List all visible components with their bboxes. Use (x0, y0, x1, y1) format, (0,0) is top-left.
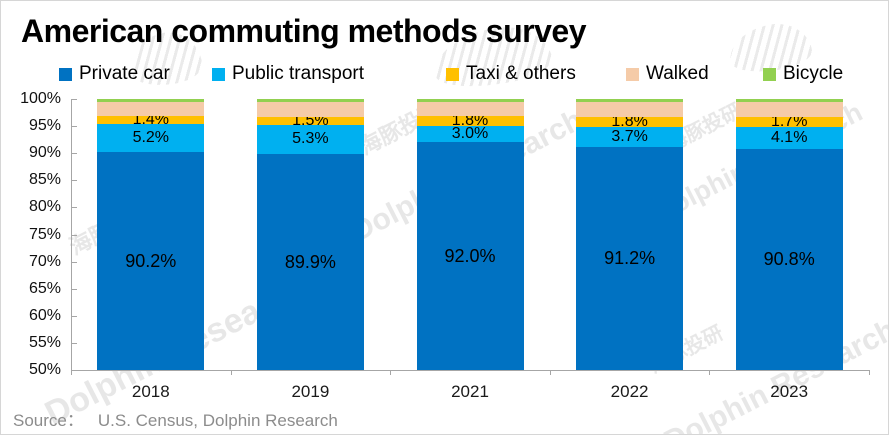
y-axis-tick (71, 234, 77, 236)
legend-swatch-icon (446, 67, 459, 81)
bar-segment-walked (256, 101, 364, 117)
bar-segment-bicycle (256, 99, 364, 102)
y-axis-tick (71, 126, 77, 128)
bar-segment-label: 92.0% (444, 246, 496, 267)
bar-segment-label: 1.8% (611, 112, 648, 130)
y-axis-label: 100% (20, 90, 61, 107)
legend-swatch-icon (212, 67, 225, 81)
legend-item-bicycle: Bicycle (763, 63, 843, 85)
bar-segment-private-car (735, 148, 843, 370)
y-axis-tick (71, 99, 77, 100)
legend-swatch-icon (59, 67, 72, 81)
x-axis-tick (549, 370, 551, 375)
y-axis-label: 90% (28, 144, 61, 162)
legend-label: Private car (79, 63, 170, 84)
y-axis-label: 80% (28, 198, 61, 216)
y-axis-label: 55% (28, 333, 61, 351)
bar-segment-label: 89.9% (284, 251, 336, 272)
y-axis-tick (71, 180, 77, 182)
x-axis-label: 2018 (131, 382, 170, 401)
chart-legend: Private car Public transport Taxi & others… (1, 63, 888, 85)
y-axis-tick (71, 342, 77, 344)
bar-segment-bicycle (735, 99, 843, 102)
y-axis-label: 65% (28, 279, 61, 297)
bar-segment-label: 3.7% (611, 127, 648, 145)
legend-label: Taxi & others (466, 63, 576, 84)
bar-segment-taxi-others (735, 117, 843, 127)
x-axis-label: 2019 (291, 382, 330, 401)
bar-segment-taxi-others (97, 116, 205, 124)
legend-item-taxi-others: Taxi & others (446, 63, 576, 85)
legend-label: Bicycle (783, 63, 844, 84)
y-axis-label: 85% (28, 171, 61, 189)
x-axis-tick (869, 370, 870, 375)
y-axis-tick (71, 288, 77, 290)
bar-segment-walked (735, 101, 843, 118)
bar-segment-label: 3.0% (451, 125, 489, 143)
bar-segment-public-transport (416, 126, 524, 143)
x-axis-label: 2022 (610, 382, 649, 401)
legend-item-walked: Walked (626, 63, 709, 85)
bar-segment-taxi-others (576, 116, 684, 127)
bar-segment-label: 1.8% (451, 112, 489, 130)
source-value: U.S. Census, Dolphin Research (97, 411, 338, 430)
legend-swatch-icon (763, 67, 776, 81)
legend-label: Public transport (232, 63, 365, 84)
x-axis-tick (71, 370, 72, 375)
bar-segment-private-car (416, 142, 524, 370)
legend-label: Walked (646, 63, 709, 84)
y-axis-label: 60% (28, 306, 61, 324)
bar-segment-private-car (97, 152, 205, 370)
y-axis-label: 50% (28, 361, 61, 378)
source-line: Source： U.S. Census, Dolphin Research (13, 406, 338, 431)
bar-segment-label: 5.2% (132, 129, 170, 147)
bar-segment-label: 1.7% (770, 113, 808, 131)
bar-segment-taxi-others (416, 116, 524, 127)
bar-segment-private-car (576, 146, 684, 370)
bar-segment-walked (576, 101, 684, 117)
bar-segment-label: 5.3% (292, 130, 329, 148)
bar-segment-walked (416, 101, 524, 117)
legend-item-private-car: Private car (59, 63, 170, 85)
x-axis-tick (709, 370, 711, 375)
bar-segment-public-transport (97, 123, 205, 153)
bar-segment-public-transport (576, 126, 684, 147)
y-axis-tick (71, 153, 77, 155)
y-axis-tick (71, 207, 77, 209)
bar-segment-walked (97, 101, 205, 117)
bar-segment-label: 4.1% (770, 128, 808, 146)
y-axis-label: 70% (28, 252, 61, 270)
x-axis-line (71, 370, 869, 371)
bar-segment-bicycle (97, 99, 205, 102)
x-axis-tick (230, 370, 232, 375)
y-axis-tick (71, 261, 77, 263)
x-axis-tick (390, 370, 392, 375)
y-axis-label: 95% (28, 117, 61, 135)
bar-segment-public-transport (735, 126, 843, 149)
bar-segment-label: 90.8% (763, 249, 815, 270)
x-axis-label: 2021 (451, 382, 489, 401)
legend-item-public-transport: Public transport (212, 63, 364, 85)
bar-segment-label: 90.2% (125, 251, 177, 272)
bar-segment-bicycle (576, 99, 684, 102)
bar-segment-taxi-others (256, 116, 364, 125)
y-axis-tick (71, 315, 77, 317)
x-axis-label: 2023 (770, 382, 809, 401)
chart-title: American commuting methods survey (21, 13, 586, 49)
bar-segment-bicycle (416, 99, 524, 102)
bar-segment-label: 91.2% (604, 248, 656, 269)
bar-segment-public-transport (256, 125, 364, 154)
y-axis-label: 75% (28, 225, 61, 243)
legend-swatch-icon (626, 67, 639, 81)
bar-segment-private-car (256, 153, 364, 370)
source-label: Source： (13, 411, 84, 430)
